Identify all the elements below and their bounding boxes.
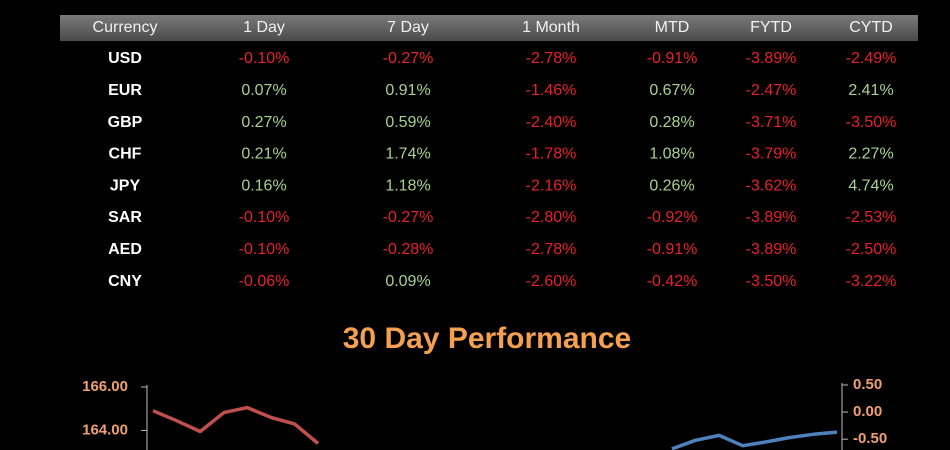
performance-cell: -2.49% — [846, 50, 897, 67]
performance-cell: 0.91% — [385, 82, 430, 99]
performance-cell: -2.40% — [526, 114, 577, 131]
performance-cell: -3.71% — [746, 114, 797, 131]
performance-cell: 0.28% — [649, 114, 694, 131]
performance-cell: -2.50% — [846, 241, 897, 258]
performance-cell: -2.60% — [526, 273, 577, 290]
performance-cell: -3.79% — [746, 146, 797, 163]
performance-cell: 0.59% — [385, 114, 430, 131]
series-line — [152, 405, 320, 445]
performance-cell: -1.46% — [526, 82, 577, 99]
chart-title: 30 Day Performance — [343, 322, 632, 355]
performance-cell: -2.47% — [746, 82, 797, 99]
performance-cell: -0.10% — [239, 209, 290, 226]
column-header: 1 Month — [522, 19, 580, 36]
y2-tick-label: 0.00 — [853, 403, 882, 420]
currency-label: CHF — [109, 146, 142, 163]
column-header: Currency — [93, 19, 158, 36]
performance-cell: 0.21% — [241, 146, 286, 163]
currency-label: JPY — [110, 177, 141, 194]
performance-cell: 0.67% — [649, 82, 694, 99]
column-header: MTD — [655, 19, 690, 36]
currency-label: USD — [108, 50, 142, 67]
performance-cell: -0.28% — [383, 241, 434, 258]
performance-cell: 0.07% — [241, 82, 286, 99]
y2-tick-label: 0.50 — [853, 376, 882, 393]
column-header: CYTD — [849, 19, 893, 36]
currency-label: SAR — [108, 209, 142, 226]
performance-cell: -0.91% — [647, 241, 698, 258]
performance-cell: -0.92% — [647, 209, 698, 226]
performance-cell: 0.26% — [649, 177, 694, 194]
performance-cell: 0.16% — [241, 177, 286, 194]
performance-cell: -0.91% — [647, 50, 698, 67]
currency-label: CNY — [108, 273, 142, 290]
column-header: 7 Day — [387, 19, 429, 36]
y-tick-label: 166.00 — [82, 378, 128, 395]
performance-cell: -0.10% — [239, 50, 290, 67]
performance-cell: -0.27% — [383, 209, 434, 226]
performance-cell: 1.18% — [385, 177, 430, 194]
performance-cell: -0.10% — [239, 241, 290, 258]
performance-cell: -3.22% — [846, 273, 897, 290]
performance-cell: -2.80% — [526, 209, 577, 226]
y2-tick-label: -0.50 — [853, 430, 887, 447]
header-row — [60, 15, 918, 41]
performance-cell: -1.78% — [526, 146, 577, 163]
performance-cell: 0.27% — [241, 114, 286, 131]
currency-label: EUR — [108, 82, 142, 99]
performance-cell: -3.50% — [746, 273, 797, 290]
performance-cell: 0.09% — [385, 273, 430, 290]
performance-cell: 1.08% — [649, 146, 694, 163]
performance-cell: -2.53% — [846, 209, 897, 226]
column-header: FYTD — [750, 19, 792, 36]
currency-label: AED — [108, 241, 142, 258]
currency-label: GBP — [108, 114, 143, 131]
performance-cell: -3.89% — [746, 50, 797, 67]
performance-cell: -3.50% — [846, 114, 897, 131]
performance-cell: 1.74% — [385, 146, 430, 163]
performance-cell: -2.16% — [526, 177, 577, 194]
y-tick-label: 164.00 — [82, 421, 128, 438]
performance-cell: -3.89% — [746, 241, 797, 258]
performance-cell: -0.06% — [239, 273, 290, 290]
performance-cell: -2.78% — [526, 50, 577, 67]
performance-cell: -2.78% — [526, 241, 577, 258]
performance-cell: 2.41% — [848, 82, 893, 99]
performance-cell: -0.42% — [647, 273, 698, 290]
series-line — [671, 430, 838, 450]
performance-cell: 2.27% — [848, 146, 893, 163]
performance-cell: -3.89% — [746, 209, 797, 226]
performance-cell: 4.74% — [848, 177, 893, 194]
column-header: 1 Day — [243, 19, 285, 36]
performance-cell: -3.62% — [746, 177, 797, 194]
performance-cell: -0.27% — [383, 50, 434, 67]
